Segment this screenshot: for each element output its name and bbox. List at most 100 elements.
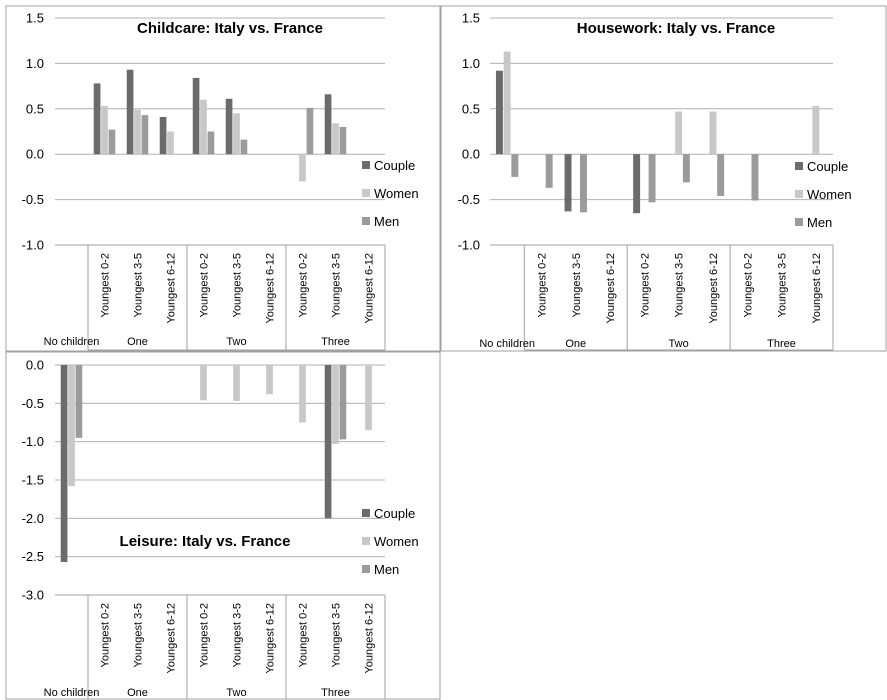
bar-women	[266, 365, 273, 395]
legend-swatch	[795, 190, 803, 198]
legend-swatch	[362, 161, 370, 169]
category-group-label: Two	[226, 336, 246, 348]
bar-men	[682, 154, 690, 183]
y-tick-label: -0.5	[22, 396, 44, 411]
childcare-chart: 1.5 1.0 0.5 0.0 -0.5 -1.0 No children One Two Thr…	[22, 11, 419, 351]
bar-men	[717, 154, 725, 196]
category-tick-label: Youngest 3-5	[133, 253, 145, 317]
category-group-label: No children	[479, 338, 535, 350]
housework-chart: 1.5 1.0 0.5 0.0 -0.5 -1.0 No children One Two Thr…	[458, 11, 852, 351]
legend-label: Couple	[374, 506, 415, 521]
legend-label: Couple	[374, 158, 415, 173]
category-tick-label: Youngest 6-12	[265, 603, 277, 674]
leisure-chart: 0.0 -0.5 -1.0 -1.5 -2.0 -2.5 -3.0 No children On…	[22, 358, 419, 700]
bar-men	[207, 131, 215, 155]
category-tick-label: Youngest 6-12	[265, 253, 277, 324]
legend-swatch	[362, 217, 370, 225]
y-tick-label: 1.5	[462, 11, 480, 26]
category-tick-label: Youngest 3-5	[674, 253, 686, 317]
legend-label: Women	[374, 186, 419, 201]
category-tick-label: Youngest 0-2	[298, 603, 310, 667]
category-group-label: One	[127, 336, 148, 348]
bar-men	[339, 126, 347, 155]
category-tick-label: Youngest 0-2	[100, 603, 112, 667]
bar-men	[648, 154, 656, 203]
bar-men	[75, 365, 83, 438]
legend-swatch	[362, 189, 370, 197]
legend-label: Couple	[807, 159, 848, 174]
chart-title: Housework: Italy vs. France	[577, 20, 775, 37]
category-tick-label: Youngest 3-5	[331, 253, 343, 317]
bar-women	[233, 113, 240, 155]
bar-women	[503, 51, 511, 155]
y-tick-label: -2.0	[22, 511, 44, 526]
bar-couple	[60, 365, 68, 563]
y-tick-label: -1.0	[22, 434, 44, 449]
chart-panel-border	[5, 5, 441, 352]
y-tick-label: 0.0	[462, 147, 480, 162]
category-tick-label: Youngest 3-5	[777, 253, 789, 317]
bar-couple	[192, 77, 200, 155]
category-tick-label: Youngest 0-2	[298, 253, 310, 317]
bar-men	[339, 365, 347, 440]
bar-couple	[126, 69, 134, 155]
bar-women	[167, 131, 174, 155]
y-tick-label: 1.0	[26, 56, 44, 71]
category-tick-label: Youngest 0-2	[639, 253, 651, 317]
bar-men	[511, 154, 519, 177]
legend-swatch	[362, 509, 370, 517]
chart-panel-border	[440, 5, 887, 352]
bar-women	[332, 365, 339, 444]
category-tick-label: Youngest 6-12	[166, 253, 178, 324]
legend-label: Women	[807, 187, 852, 202]
bar-women	[332, 123, 339, 155]
bar-women	[68, 365, 75, 487]
category-tick-label: Youngest 0-2	[742, 253, 754, 317]
y-tick-label: -1.0	[22, 238, 44, 253]
category-tick-label: Youngest 0-2	[199, 253, 211, 317]
category-group-label: One	[565, 338, 586, 350]
category-tick-label: Youngest 3-5	[232, 253, 244, 317]
category-tick-label: Youngest 6-12	[811, 253, 823, 324]
y-tick-label: 0.0	[26, 147, 44, 162]
chart-title: Leisure: Italy vs. France	[120, 533, 291, 550]
legend-swatch	[362, 565, 370, 573]
category-tick-label: Youngest 0-2	[199, 603, 211, 667]
category-tick-label: Youngest 3-5	[232, 603, 244, 667]
bar-women	[812, 106, 820, 155]
bar-couple	[324, 94, 332, 155]
legend-swatch	[362, 537, 370, 545]
bar-women	[101, 106, 108, 155]
bar-women	[675, 111, 683, 155]
legend-label: Women	[374, 534, 419, 549]
category-tick-label: Youngest 3-5	[133, 603, 145, 667]
category-tick-label: Youngest 6-12	[605, 253, 617, 324]
category-tick-label: Youngest 6-12	[708, 253, 720, 324]
bar-women	[365, 365, 372, 431]
y-tick-label: 0.5	[26, 101, 44, 116]
y-tick-label: 0.0	[26, 358, 44, 373]
category-tick-label: Youngest 3-5	[571, 253, 583, 317]
category-group-label: No children	[44, 687, 100, 699]
legend-label: Men	[374, 214, 399, 229]
bar-couple	[564, 154, 572, 212]
y-tick-label: -1.5	[22, 473, 44, 488]
category-tick-label: Youngest 6-12	[364, 603, 376, 674]
bar-couple	[633, 154, 641, 214]
category-group-label: One	[127, 687, 148, 699]
y-tick-label: -3.0	[22, 588, 44, 603]
bar-couple	[159, 116, 167, 155]
bar-men	[579, 154, 587, 213]
y-tick-label: 0.5	[462, 101, 480, 116]
category-group-label: Three	[767, 338, 796, 350]
category-tick-label: Youngest 3-5	[331, 603, 343, 667]
legend-label: Men	[374, 562, 399, 577]
bar-couple	[324, 365, 332, 519]
category-group-label: Two	[669, 338, 689, 350]
category-tick-label: Youngest 6-12	[166, 603, 178, 674]
bar-women	[200, 99, 207, 155]
category-group-label: Three	[321, 336, 350, 348]
bar-women	[299, 154, 306, 182]
bar-women	[134, 109, 141, 155]
